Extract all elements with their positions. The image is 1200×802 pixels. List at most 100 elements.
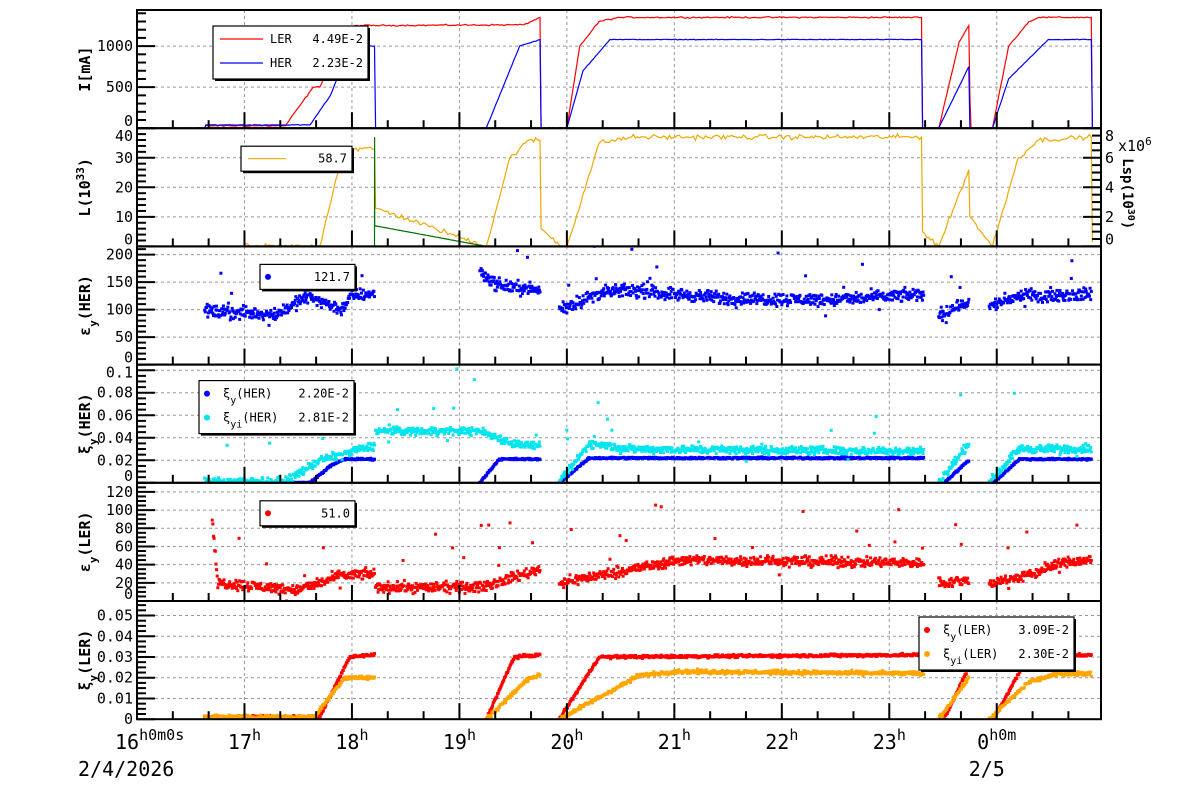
data-point-eyLER	[403, 579, 406, 582]
label-part: ε	[76, 327, 94, 336]
data-point-eyHER	[902, 295, 905, 298]
data-point-eyHER	[320, 306, 323, 309]
data-point-xiyiHER	[387, 440, 390, 443]
right-y-tick-label: 8	[1105, 127, 1114, 145]
data-point-eyHER	[359, 287, 362, 290]
data-point-eyHER	[568, 307, 571, 310]
data-point-eyHER	[1090, 290, 1093, 293]
data-point-eyLER	[309, 587, 312, 590]
series-line-L	[243, 134, 1092, 249]
data-point-eyHER	[565, 311, 568, 314]
data-point-xiyiHER	[597, 401, 600, 404]
right-y-tick-label: 4	[1105, 178, 1114, 196]
data-point-xiyiHER	[751, 452, 754, 455]
data-point-eyHER	[705, 299, 708, 302]
data-point-xiyiHER	[875, 415, 878, 418]
data-point-xiyiHER	[735, 452, 738, 455]
data-point-eyHER	[705, 296, 708, 299]
data-point-xiyiHER	[873, 432, 876, 435]
data-point-eyHER	[539, 291, 542, 294]
data-point-eyHER	[219, 272, 222, 275]
data-point-eyHER	[767, 295, 770, 298]
data-point-eyLER	[740, 558, 743, 561]
data-point-eyHER	[786, 304, 789, 307]
y-tick-label: 20	[115, 178, 133, 196]
data-point-eyHER	[817, 305, 820, 308]
data-point-xiyiHER	[335, 458, 338, 461]
data-point-eyHER	[959, 286, 962, 289]
data-point-xiyiHER	[373, 444, 376, 447]
data-point-xiyiHER	[1004, 466, 1007, 469]
data-point-eyLER	[465, 582, 468, 585]
data-point-eyLER	[434, 533, 437, 536]
data-point-eyHER	[877, 289, 880, 292]
legend-value: 2.81E-2	[298, 411, 349, 425]
data-point-xiyHER	[922, 456, 925, 459]
data-point-eyHER	[717, 296, 720, 299]
data-point-eyLER	[878, 556, 881, 559]
right-y-tick-label: 2	[1105, 208, 1114, 226]
data-point-eyHER	[672, 288, 675, 291]
data-point-eyLER	[246, 581, 249, 584]
data-point-eyLER	[753, 558, 756, 561]
data-point-eyLER	[445, 580, 448, 583]
y-axis-title: I[mA]	[76, 47, 94, 92]
data-point-eyHER	[789, 301, 792, 304]
data-point-eyLER	[788, 566, 791, 569]
data-point-xiyiHER	[351, 453, 354, 456]
data-point-eyLER	[303, 574, 306, 577]
data-point-eyHER	[296, 304, 299, 307]
data-point-eyLER	[462, 556, 465, 559]
data-point-eyLER	[480, 524, 483, 527]
data-point-xiyiHER	[850, 453, 853, 456]
data-point-xiyiHER	[223, 478, 226, 481]
data-point-xiyiHER	[847, 458, 850, 461]
data-point-eyHER	[1050, 295, 1053, 298]
data-point-eyHER	[621, 294, 624, 297]
data-point-eyHER	[694, 298, 697, 301]
data-point-eyLER	[645, 560, 648, 563]
y-tick-label: 0.06	[97, 406, 133, 424]
right-y-tick-label: 0	[1105, 230, 1114, 248]
label-part: LER	[270, 32, 292, 46]
data-point-eyHER	[311, 294, 314, 297]
data-point-eyHER	[1089, 298, 1092, 301]
data-point-eyHER	[306, 302, 309, 305]
data-point-eyLER	[577, 583, 580, 586]
plot-area	[243, 134, 1092, 249]
data-point-eyLER	[473, 590, 476, 593]
data-point-eyHER	[1057, 300, 1060, 303]
data-point-eyHER	[670, 296, 673, 299]
data-point-eyHER	[646, 280, 649, 283]
data-point-xiyiHER	[592, 447, 595, 450]
data-point-eyHER	[715, 290, 718, 293]
data-point-eyHER	[602, 287, 605, 290]
y-tick-label: 500	[106, 78, 133, 96]
data-point-eyHER	[241, 308, 244, 311]
data-point-eyLER	[654, 504, 657, 507]
data-point-eyHER	[268, 324, 271, 327]
data-point-eyHER	[957, 309, 960, 312]
data-point-eyHER	[269, 309, 272, 312]
data-point-eyHER	[642, 283, 645, 286]
y-tick-label: 0.04	[97, 429, 133, 447]
data-point-xiyiHER	[1075, 455, 1078, 458]
data-point-eyHER	[813, 303, 816, 306]
data-point-xiyiHER	[396, 408, 399, 411]
data-point-xiyiHER	[409, 434, 412, 437]
data-point-eyLER	[617, 566, 620, 569]
data-point-eyHER	[290, 306, 293, 309]
data-point-eyLER	[377, 591, 380, 594]
data-point-xiyHER	[373, 458, 376, 461]
data-point-eyLER	[236, 589, 239, 592]
data-point-eyHER	[820, 294, 823, 297]
data-point-eyLER	[362, 574, 365, 577]
data-point-eyLER	[322, 546, 325, 549]
data-point-xiyiHER	[942, 477, 945, 480]
data-point-eyHER	[1030, 299, 1033, 302]
legend-label: LER	[270, 32, 292, 46]
data-point-eyHER	[1060, 234, 1063, 237]
data-point-eyHER	[262, 318, 265, 321]
